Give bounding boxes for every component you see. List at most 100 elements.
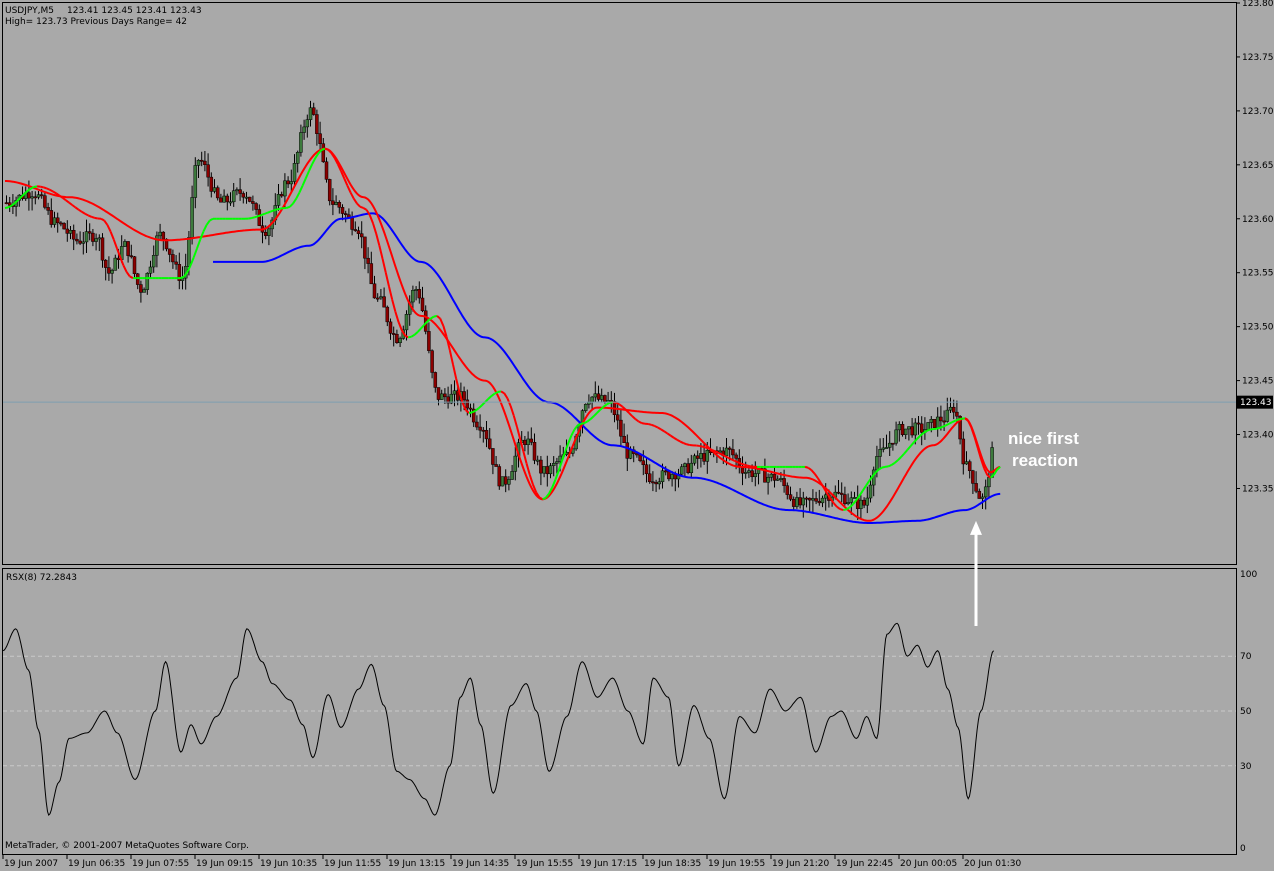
bull-candle — [113, 257, 118, 271]
time-tick-label: 19 Jun 07:55 — [132, 859, 189, 869]
green-ma-segment — [330, 152, 336, 159]
bear-candle — [391, 333, 396, 335]
green-ma-segment — [922, 430, 928, 434]
bear-candle — [321, 143, 326, 163]
bull-candle — [510, 471, 514, 480]
green-ma-segment — [545, 493, 550, 499]
bear-candle — [958, 415, 962, 440]
green-ma-segment — [586, 418, 592, 423]
bear-candle — [318, 133, 322, 144]
green-ma-segment — [445, 336, 451, 351]
bear-candle — [727, 447, 732, 450]
bear-candle — [327, 179, 332, 202]
bear-candle — [161, 231, 166, 240]
bear-candle — [961, 438, 966, 465]
bear-candle — [673, 474, 678, 480]
rsx-axis: 100 70 50 30 0 — [1240, 570, 1257, 854]
green-ma-segment — [394, 311, 400, 323]
green-ma-segment — [455, 378, 461, 393]
bull-candle — [276, 194, 281, 206]
bear-candle — [167, 248, 172, 255]
bull-candle — [84, 231, 89, 243]
green-ma-segment — [186, 264, 192, 273]
bull-candle — [542, 466, 546, 474]
bull-candle — [292, 163, 297, 182]
bear-candle — [484, 430, 489, 440]
bull-candle — [913, 422, 918, 436]
bull-candle — [926, 422, 930, 430]
green-ma-segment — [970, 427, 976, 438]
green-ma-segment — [849, 503, 854, 509]
green-ma-segment — [676, 438, 681, 443]
bear-candle — [238, 189, 242, 194]
green-ma-segment — [196, 239, 202, 249]
green-ma-segment — [397, 321, 403, 331]
bear-candle — [625, 442, 630, 459]
bull-candle — [558, 455, 562, 462]
bull-candle — [36, 194, 41, 198]
bull-candle — [724, 447, 729, 456]
bear-candle — [900, 424, 905, 435]
green-ma-segment — [436, 315, 441, 320]
green-ma-segment — [737, 461, 742, 465]
green-ma-segment — [452, 364, 458, 380]
green-ma-segment — [596, 409, 601, 414]
bear-candle — [311, 107, 316, 115]
rsx-tick-label: 100 — [1240, 570, 1257, 580]
green-ma-segment — [400, 329, 406, 337]
green-ma-segment — [964, 417, 969, 422]
bear-candle — [126, 241, 130, 256]
bear-candle — [977, 490, 982, 499]
bull-candle — [590, 396, 594, 403]
bear-candle — [545, 466, 550, 475]
bear-candle — [695, 455, 700, 459]
price-tick-label: 123.50 — [1242, 323, 1274, 333]
green-ma-segment — [352, 198, 358, 205]
bull-candle — [964, 461, 969, 465]
green-ma-segment — [855, 495, 861, 501]
green-ma-segment — [359, 205, 364, 209]
green-ma-segment — [17, 196, 22, 202]
green-ma-segment — [887, 464, 892, 468]
green-ma-segment — [714, 450, 720, 454]
bull-candle — [593, 393, 598, 398]
green-ma-segment — [606, 401, 611, 406]
bull-candle — [846, 502, 850, 505]
green-ma-segment — [314, 152, 320, 159]
green-ma-segment — [955, 418, 959, 422]
time-tick-label: 19 Jun 15:55 — [516, 859, 573, 869]
green-ma-segment — [615, 401, 620, 406]
green-ma-segment — [951, 419, 956, 424]
green-ma-segment — [992, 469, 998, 476]
green-ma-segment — [189, 256, 195, 266]
price-tick-label: 123.75 — [1242, 53, 1274, 63]
bull-candle — [660, 470, 665, 483]
time-tick-label: 19 Jun 22:45 — [836, 859, 893, 869]
bull-candle — [283, 180, 287, 197]
bear-candle — [363, 236, 367, 259]
bear-candle — [430, 350, 434, 373]
bear-candle — [494, 464, 498, 467]
green-ma-segment — [442, 325, 448, 338]
bull-candle — [823, 494, 828, 499]
rsx-panel-frame — [2, 568, 1237, 855]
green-ma-segment — [705, 446, 710, 450]
time-tick-label: 19 Jun 21:20 — [772, 859, 829, 869]
bull-candle — [852, 497, 857, 499]
green-ma-segment — [43, 186, 47, 190]
bear-candle — [337, 202, 342, 208]
bear-candle — [174, 261, 178, 265]
bear-candle — [891, 442, 895, 445]
bear-candle — [206, 164, 210, 178]
green-ma-segment — [365, 209, 371, 216]
bear-candle — [654, 482, 658, 485]
green-ma-segment — [625, 409, 630, 414]
bull-candle — [689, 462, 694, 474]
bear-candle — [286, 180, 290, 185]
green-ma-segment — [384, 272, 390, 287]
green-ma-segment — [497, 390, 502, 393]
green-ma-segment — [702, 445, 707, 449]
bear-candle — [638, 454, 642, 461]
bear-candle — [199, 159, 204, 162]
